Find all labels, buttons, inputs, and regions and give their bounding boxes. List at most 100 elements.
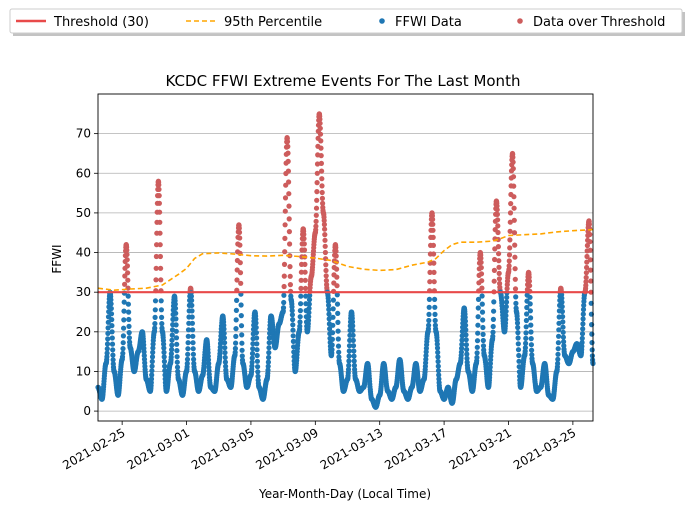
point-ffwi xyxy=(149,358,155,365)
x-tick-label: 2021-03-21 xyxy=(447,425,514,472)
point-ffwi xyxy=(149,372,155,378)
point-over-threshold xyxy=(427,269,433,275)
point-over-threshold xyxy=(319,176,325,182)
point-ffwi xyxy=(159,321,165,327)
point-over-threshold xyxy=(431,260,437,266)
point-over-threshold xyxy=(430,221,436,227)
point-ffwi xyxy=(172,301,178,307)
point-ffwi xyxy=(184,360,190,367)
point-ffwi xyxy=(474,350,480,356)
point-ffwi xyxy=(527,294,533,300)
point-ffwi xyxy=(329,342,335,348)
point-ffwi xyxy=(249,355,255,361)
point-ffwi xyxy=(579,339,585,346)
point-ffwi xyxy=(487,360,493,367)
point-over-threshold xyxy=(496,251,502,257)
point-ffwi xyxy=(462,314,468,320)
point-ffwi xyxy=(426,322,432,328)
point-ffwi xyxy=(528,322,534,328)
point-ffwi xyxy=(560,329,566,335)
point-over-threshold xyxy=(158,277,164,283)
point-ffwi xyxy=(435,354,441,360)
point-ffwi xyxy=(589,353,596,359)
point-over-threshold xyxy=(334,283,340,289)
point-over-threshold xyxy=(512,266,518,272)
point-ffwi xyxy=(474,354,480,361)
point-ffwi xyxy=(426,317,432,324)
point-ffwi xyxy=(188,293,194,299)
point-ffwi xyxy=(233,317,239,323)
point-ffwi xyxy=(426,304,432,310)
point-over-threshold xyxy=(323,267,329,274)
point-over-threshold xyxy=(322,226,328,232)
point-over-threshold xyxy=(507,219,513,225)
point-over-threshold xyxy=(237,270,244,276)
point-ffwi xyxy=(266,350,272,356)
point-ffwi xyxy=(161,354,167,360)
point-ffwi xyxy=(191,356,197,362)
point-over-threshold xyxy=(587,257,594,263)
point-ffwi xyxy=(221,322,227,328)
point-over-threshold xyxy=(125,277,131,283)
point-ffwi xyxy=(560,314,566,320)
point-ffwi xyxy=(479,309,486,315)
point-over-threshold xyxy=(281,273,287,279)
point-ffwi xyxy=(266,345,272,351)
point-over-threshold xyxy=(510,154,516,160)
point-ffwi xyxy=(169,347,175,353)
point-ffwi xyxy=(559,304,565,310)
point-over-threshold xyxy=(318,160,324,166)
point-ffwi xyxy=(581,302,587,308)
point-over-threshold xyxy=(298,277,304,283)
point-over-threshold xyxy=(285,168,291,174)
point-ffwi xyxy=(265,359,271,365)
point-ffwi xyxy=(491,299,497,305)
point-over-threshold xyxy=(479,278,485,284)
point-ffwi xyxy=(464,355,470,361)
point-ffwi xyxy=(555,351,561,357)
point-ffwi xyxy=(426,296,432,302)
point-over-threshold xyxy=(156,186,162,192)
point-ffwi xyxy=(233,326,239,332)
point-ffwi xyxy=(105,330,111,336)
point-over-threshold xyxy=(322,232,328,238)
point-ffwi xyxy=(161,345,167,351)
point-over-threshold xyxy=(506,252,513,258)
point-over-threshold xyxy=(298,269,304,275)
point-ffwi xyxy=(325,298,331,305)
point-ffwi xyxy=(174,359,180,365)
point-over-threshold xyxy=(479,285,485,291)
point-over-threshold xyxy=(156,182,162,188)
point-ffwi xyxy=(239,347,245,353)
point-over-threshold xyxy=(287,273,293,279)
point-ffwi xyxy=(435,363,441,369)
point-ffwi xyxy=(335,336,341,342)
point-ffwi xyxy=(172,305,179,311)
point-ffwi xyxy=(298,301,304,307)
point-ffwi xyxy=(475,296,482,302)
point-over-threshold xyxy=(506,263,512,269)
point-over-threshold xyxy=(157,209,163,215)
point-ffwi xyxy=(249,363,255,369)
point-ffwi xyxy=(503,313,509,319)
point-over-threshold xyxy=(495,244,501,250)
point-ffwi xyxy=(580,306,587,313)
point-over-threshold xyxy=(584,253,590,260)
point-over-threshold xyxy=(314,197,320,203)
point-ffwi xyxy=(173,316,179,322)
point-over-threshold xyxy=(318,153,324,159)
point-ffwi xyxy=(580,326,586,332)
point-ffwi xyxy=(329,347,335,353)
point-over-threshold xyxy=(157,230,163,236)
legend-threshold-label: Threshold (30) xyxy=(53,15,149,30)
point-ffwi xyxy=(109,317,115,323)
point-ffwi xyxy=(290,317,296,323)
point-ffwi xyxy=(126,323,132,329)
point-ffwi xyxy=(184,356,191,362)
point-ffwi xyxy=(589,340,595,346)
point-ffwi xyxy=(161,358,167,365)
point-ffwi xyxy=(185,351,191,357)
point-ffwi xyxy=(250,346,256,352)
point-ffwi xyxy=(579,331,586,337)
point-ffwi xyxy=(108,301,114,307)
